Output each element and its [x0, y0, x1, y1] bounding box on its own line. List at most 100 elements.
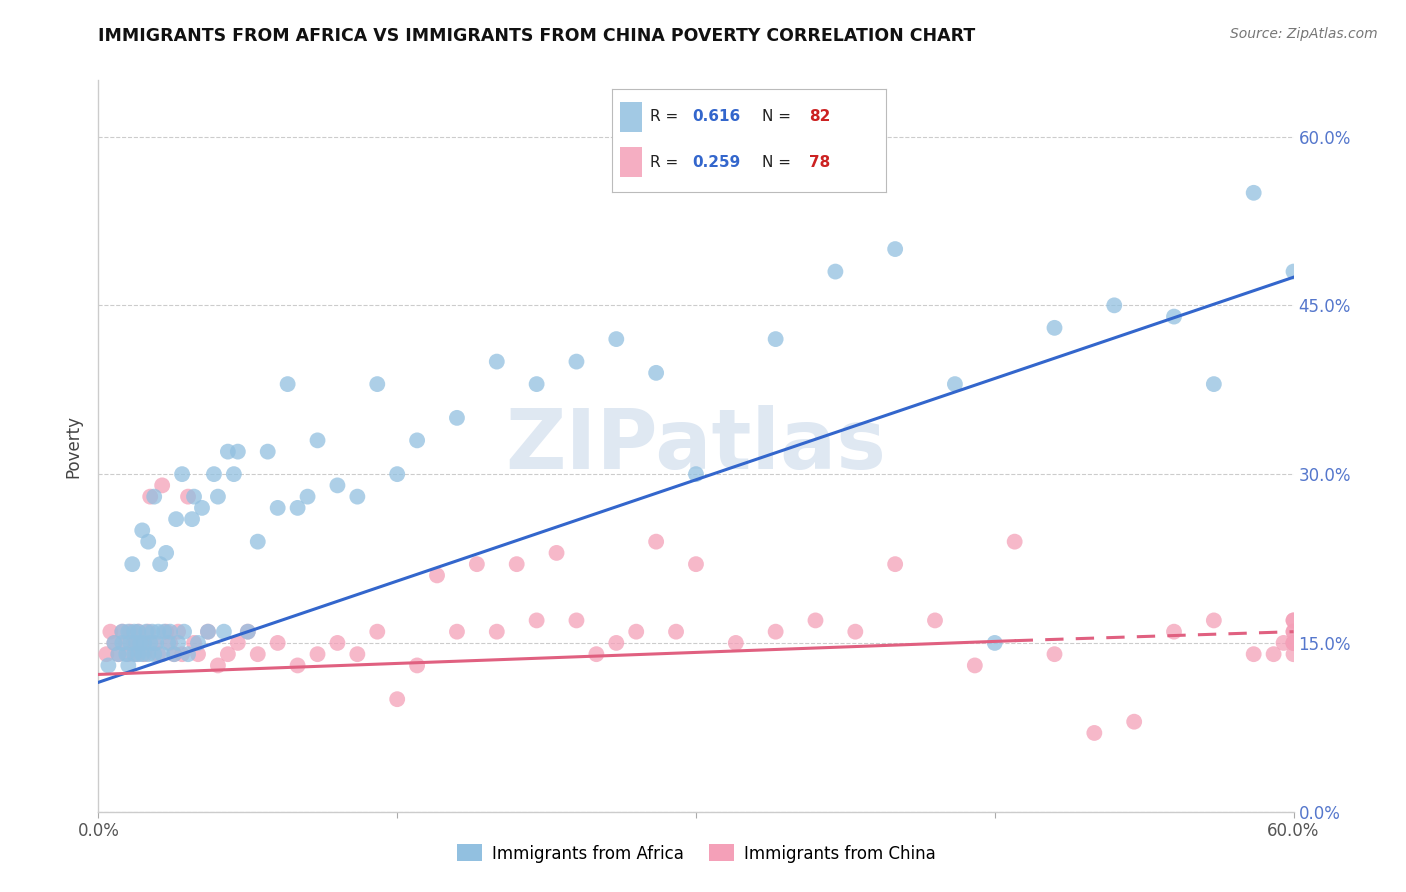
Point — [103, 636, 125, 650]
Point — [267, 636, 290, 650]
Point — [167, 624, 190, 639]
Point — [526, 614, 548, 628]
Point — [1104, 298, 1126, 312]
Point — [256, 444, 278, 458]
Point — [131, 647, 153, 661]
Point — [765, 332, 787, 346]
Text: N =: N = — [762, 154, 796, 169]
Point — [1083, 726, 1105, 740]
Point — [107, 647, 129, 661]
Point — [246, 647, 269, 661]
Point — [1282, 636, 1305, 650]
Point — [565, 354, 588, 368]
Point — [117, 658, 139, 673]
Point — [111, 624, 134, 639]
Point — [277, 377, 299, 392]
Point — [187, 636, 209, 650]
Point — [297, 490, 319, 504]
Point — [136, 647, 159, 661]
Point — [143, 647, 166, 661]
Point — [107, 647, 129, 661]
Point — [149, 557, 172, 571]
Point — [167, 636, 190, 650]
Point — [172, 647, 194, 661]
Point — [546, 546, 568, 560]
Point — [163, 647, 186, 661]
Point — [159, 624, 181, 639]
Point — [605, 636, 627, 650]
Point — [139, 490, 162, 504]
Point — [724, 636, 747, 650]
Point — [148, 624, 170, 639]
Point — [183, 636, 205, 650]
Point — [134, 636, 156, 650]
Point — [1282, 636, 1305, 650]
Point — [366, 624, 388, 639]
Point — [1202, 377, 1225, 392]
Point — [202, 467, 225, 482]
Point — [1004, 534, 1026, 549]
Point — [159, 636, 181, 650]
Point — [1282, 647, 1305, 661]
Point — [181, 512, 204, 526]
Point — [1282, 636, 1305, 650]
Point — [96, 647, 118, 661]
Point — [191, 500, 214, 515]
Point — [406, 658, 429, 673]
Point — [426, 568, 449, 582]
Point — [165, 512, 187, 526]
Point — [565, 614, 588, 628]
Point — [97, 658, 120, 673]
Point — [943, 377, 966, 392]
Point — [645, 534, 668, 549]
Point — [197, 624, 219, 639]
Point — [326, 478, 349, 492]
Point — [385, 467, 409, 482]
Point — [115, 647, 138, 661]
Point — [135, 624, 157, 639]
Point — [307, 647, 329, 661]
Point — [236, 624, 259, 639]
Point — [1123, 714, 1146, 729]
Point — [346, 647, 368, 661]
Point — [148, 647, 170, 661]
Point — [963, 658, 986, 673]
Point — [111, 636, 134, 650]
Point — [131, 524, 153, 538]
Point — [222, 467, 245, 482]
Point — [117, 647, 139, 661]
Text: ZIPatlas: ZIPatlas — [506, 406, 886, 486]
Point — [884, 557, 907, 571]
Point — [120, 624, 142, 639]
Point — [1272, 636, 1295, 650]
Point — [129, 636, 152, 650]
Point — [177, 490, 200, 504]
Point — [884, 242, 907, 256]
Point — [125, 636, 148, 650]
Point — [177, 647, 200, 661]
Point — [1163, 310, 1185, 324]
Point — [1202, 614, 1225, 628]
Point — [172, 467, 194, 482]
Point — [1263, 647, 1285, 661]
Point — [141, 624, 163, 639]
Point — [1243, 186, 1265, 200]
Point — [924, 614, 946, 628]
Point — [117, 624, 139, 639]
Point — [1043, 321, 1066, 335]
Y-axis label: Poverty: Poverty — [65, 415, 83, 477]
Text: R =: R = — [650, 154, 683, 169]
Point — [121, 557, 143, 571]
Text: 82: 82 — [808, 110, 831, 124]
Point — [136, 534, 159, 549]
Point — [127, 624, 149, 639]
Text: IMMIGRANTS FROM AFRICA VS IMMIGRANTS FROM CHINA POVERTY CORRELATION CHART: IMMIGRANTS FROM AFRICA VS IMMIGRANTS FRO… — [98, 27, 976, 45]
Point — [326, 636, 349, 650]
Point — [1163, 624, 1185, 639]
Text: R =: R = — [650, 110, 683, 124]
Point — [984, 636, 1007, 650]
Point — [120, 636, 142, 650]
Point — [139, 636, 162, 650]
Point — [143, 490, 166, 504]
Point — [207, 658, 229, 673]
